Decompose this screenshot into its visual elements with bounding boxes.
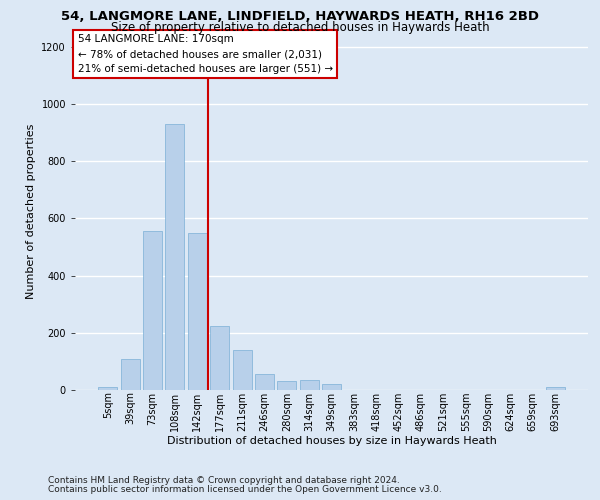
Text: 54, LANGMORE LANE, LINDFIELD, HAYWARDS HEATH, RH16 2BD: 54, LANGMORE LANE, LINDFIELD, HAYWARDS H…: [61, 10, 539, 23]
Bar: [143, 232, 162, 390]
Text: 54 LANGMORE LANE: 170sqm
← 78% of detached houses are smaller (2,031)
21% of sem: 54 LANGMORE LANE: 170sqm ← 78% of detach…: [77, 34, 332, 74]
Bar: [322, 384, 341, 390]
Bar: [210, 326, 229, 390]
X-axis label: Distribution of detached houses by size in Haywards Heath: Distribution of detached houses by size …: [167, 436, 496, 446]
Text: Contains public sector information licensed under the Open Government Licence v3: Contains public sector information licen…: [48, 485, 442, 494]
Text: Contains HM Land Registry data © Crown copyright and database right 2024.: Contains HM Land Registry data © Crown c…: [48, 476, 400, 485]
Bar: [233, 350, 251, 390]
Bar: [545, 387, 565, 390]
Text: Size of property relative to detached houses in Haywards Heath: Size of property relative to detached ho…: [110, 21, 490, 34]
Bar: [121, 358, 140, 390]
Bar: [166, 124, 184, 390]
Bar: [188, 232, 207, 390]
Bar: [255, 374, 274, 390]
Bar: [98, 387, 118, 390]
Bar: [299, 380, 319, 390]
Bar: [277, 381, 296, 390]
Y-axis label: Number of detached properties: Number of detached properties: [26, 124, 36, 299]
